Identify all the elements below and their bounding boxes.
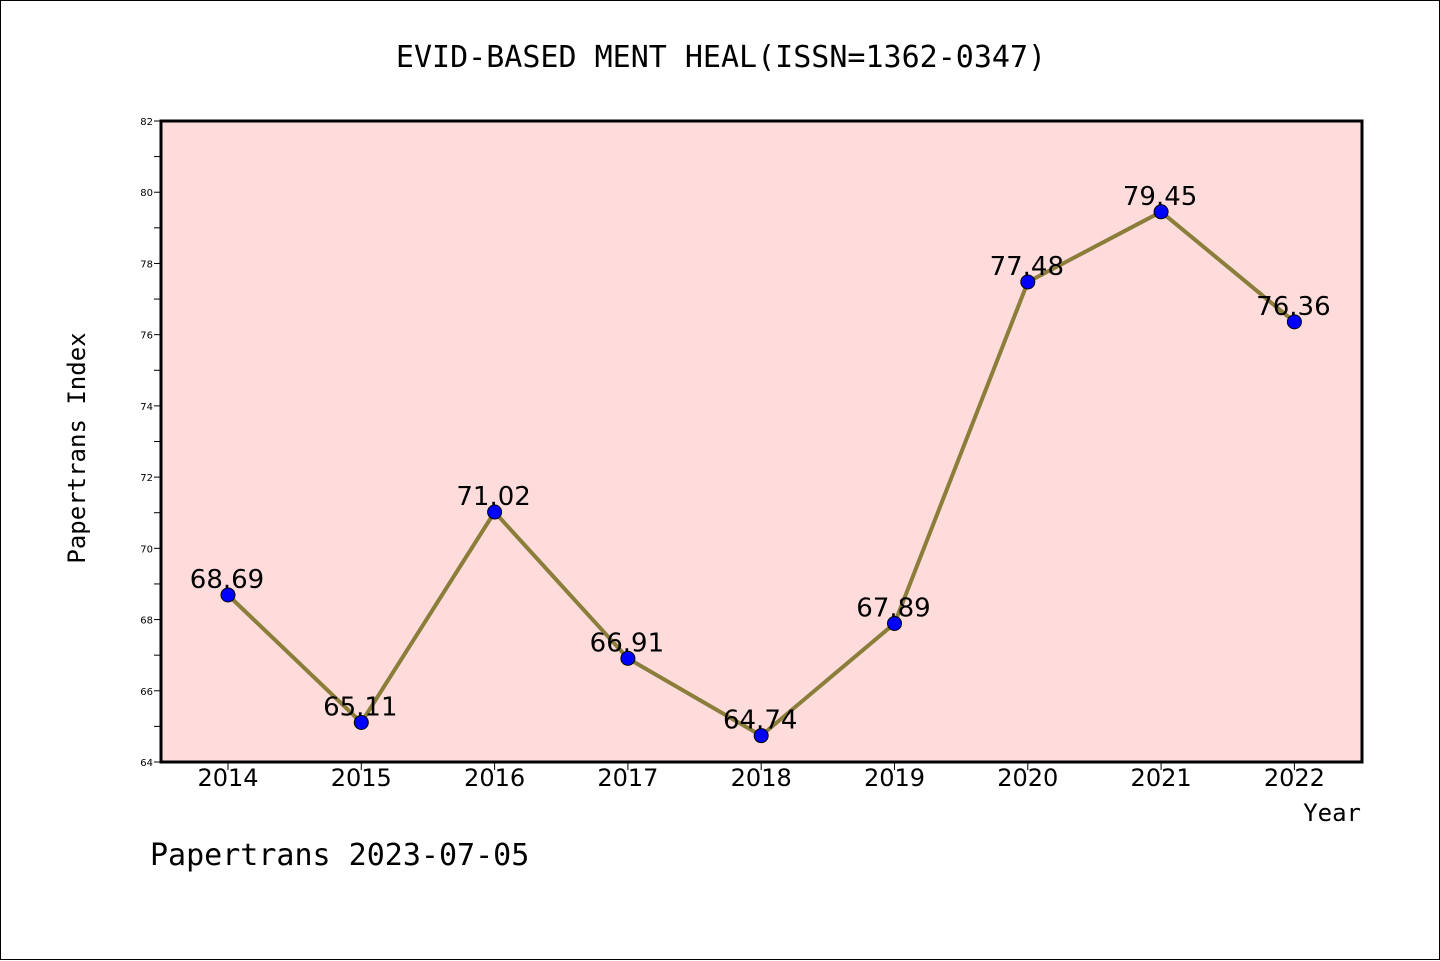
y-tick-label: 78 [140, 259, 153, 270]
x-tick-label: 2019 [864, 764, 925, 792]
x-tick-label: 2020 [997, 764, 1058, 792]
y-tick-label: 76 [140, 331, 153, 342]
series-layer: 68.69 65.11 71.02 66.91 64.74 67.89 77.48 79.45… [190, 182, 1331, 744]
y-tick-label: 64 [140, 758, 153, 769]
data-point [1020, 274, 1036, 290]
y-tick-label: 66 [140, 687, 153, 698]
y-axis: 64 66 68 70 72 74 76 78 80 82 [140, 117, 161, 769]
y-tick-label: 70 [140, 544, 153, 555]
data-label: 76.36 [1256, 292, 1330, 322]
y-axis-label: Papertrans Index [63, 332, 91, 563]
y-tick-label: 68 [140, 616, 153, 627]
x-axis: 2014 2015 2016 2017 2018 2019 2020 2021 2022 [197, 762, 1325, 792]
data-point [487, 504, 503, 520]
y-tick-label: 80 [140, 188, 153, 199]
chart-title: EVID-BASED MENT HEAL(ISSN=1362-0347) [396, 40, 1046, 75]
data-label: 64.74 [723, 706, 797, 736]
x-tick-label: 2018 [731, 764, 792, 792]
data-point [353, 714, 369, 730]
y-tick-label: 74 [140, 402, 153, 413]
data-label: 65.11 [323, 692, 397, 722]
plot-area [161, 121, 1362, 762]
x-tick-label: 2016 [464, 764, 525, 792]
y-tick-label: 82 [140, 117, 153, 128]
plot-border [159, 119, 1364, 764]
x-axis-label: Year [1303, 799, 1361, 827]
data-label: 67.89 [856, 593, 930, 623]
x-tick-label: 2014 [197, 764, 258, 792]
data-label: 71.02 [456, 482, 530, 512]
x-tick-label: 2021 [1131, 764, 1192, 792]
data-label: 66.91 [590, 628, 664, 658]
x-tick-label: 2015 [331, 764, 392, 792]
y-tick-label: 72 [140, 473, 153, 484]
data-label: 68.69 [190, 565, 264, 595]
data-point [1153, 204, 1169, 220]
x-tick-label: 2017 [597, 764, 658, 792]
footer-text: Papertrans 2023-07-05 [150, 838, 529, 873]
data-point [220, 587, 236, 603]
data-point [887, 615, 902, 631]
data-point [1286, 314, 1302, 330]
data-label: 79.45 [1123, 182, 1197, 212]
data-point [753, 728, 769, 744]
x-tick-label: 2022 [1264, 764, 1325, 792]
data-point [620, 650, 636, 666]
data-label: 77.48 [990, 252, 1064, 282]
